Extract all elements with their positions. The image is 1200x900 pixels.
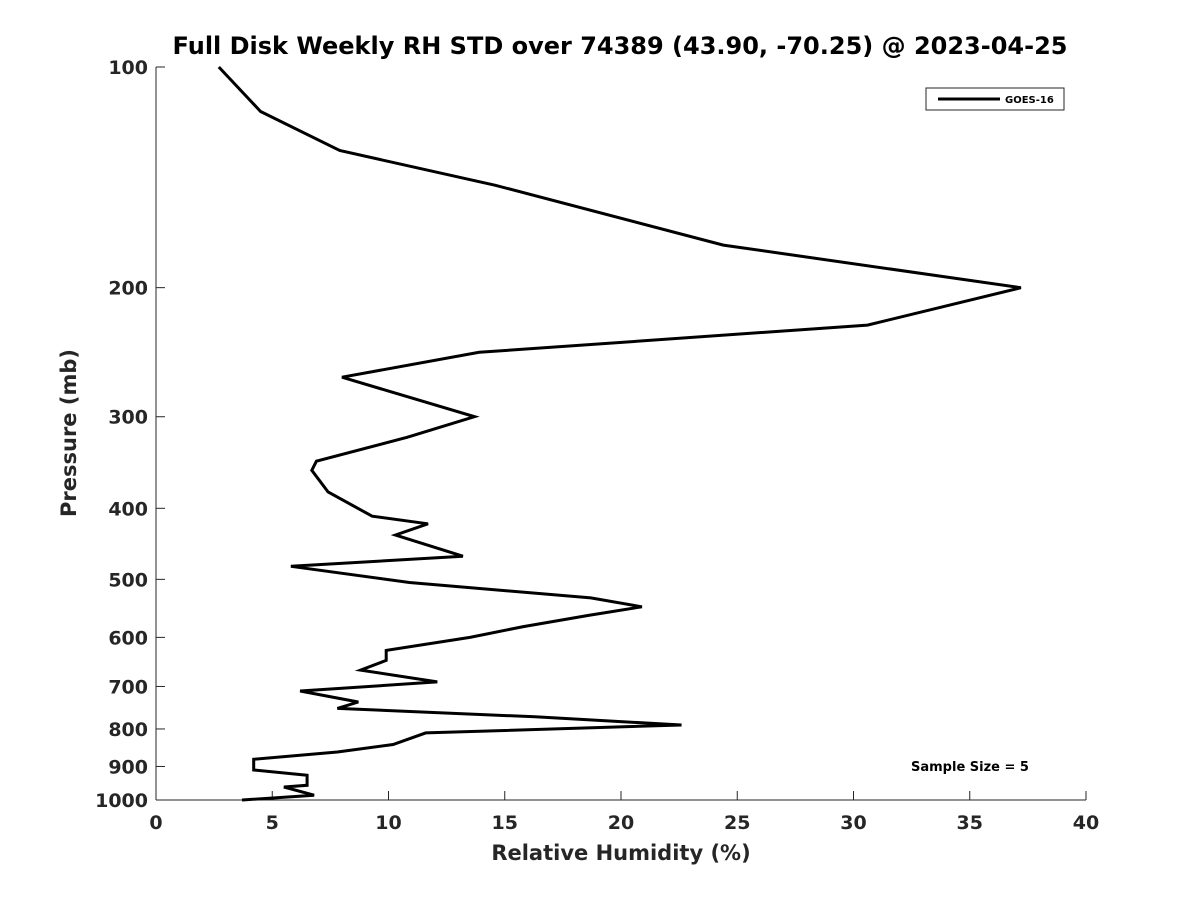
y-tick-label: 200	[108, 278, 148, 300]
x-tick-label: 15	[492, 812, 518, 834]
legend-label-goes-16: GOES-16	[1005, 95, 1054, 106]
y-tick-label: 700	[108, 676, 148, 698]
x-tick-label: 35	[957, 812, 983, 834]
x-tick-label: 20	[608, 812, 634, 834]
y-axis-label: Pressure (mb)	[57, 349, 81, 517]
series-layer	[217, 65, 1022, 802]
y-tick-label: 300	[108, 407, 148, 429]
x-tick-label: 10	[375, 812, 401, 834]
x-tick-label: 5	[266, 812, 279, 834]
sample-size-annotation: Sample Size = 5	[911, 760, 1029, 775]
x-axis-label: Relative Humidity (%)	[491, 841, 750, 865]
y-tick-label: 100	[108, 57, 148, 79]
y-tick-label: 500	[108, 569, 148, 591]
y-tick-label: 900	[108, 756, 148, 778]
axis-ticks: 0 5 10 15 20 25 30 35 40 100 200 300 400 500 600 700 800…	[95, 57, 1099, 834]
x-tick-label: 30	[840, 812, 866, 834]
series-line-goes-16	[217, 65, 1022, 802]
y-tick-label: 400	[108, 498, 148, 520]
y-tick-label: 1000	[95, 790, 148, 812]
y-tick-label: 600	[108, 627, 148, 649]
x-tick-label: 0	[149, 812, 162, 834]
plot-area	[156, 67, 1086, 800]
y-tick-label: 800	[108, 719, 148, 741]
chart-title: Full Disk Weekly RH STD over 74389 (43.9…	[173, 32, 1068, 60]
legend: GOES-16	[925, 87, 1065, 111]
x-tick-label: 40	[1073, 812, 1099, 834]
x-tick-label: 25	[724, 812, 750, 834]
